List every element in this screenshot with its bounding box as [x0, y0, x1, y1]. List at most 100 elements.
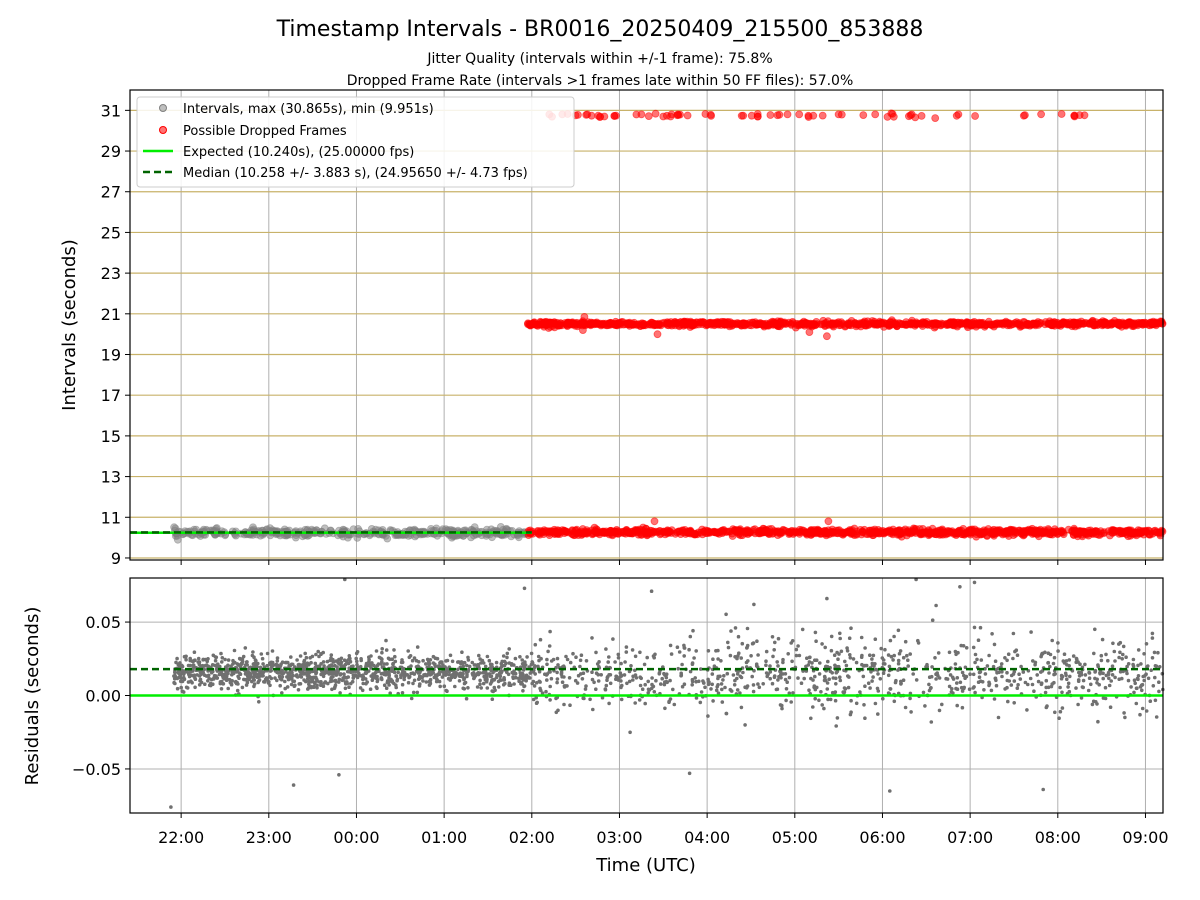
residual-point — [449, 675, 454, 680]
residual-point — [1142, 678, 1146, 683]
dropped-frame-point — [1048, 530, 1057, 539]
residual-point — [908, 696, 912, 701]
residual-point — [217, 672, 222, 676]
residual-point — [294, 673, 299, 677]
residual-point — [174, 660, 178, 665]
residual-point — [723, 685, 727, 690]
residual-point — [1014, 648, 1019, 652]
residual-point — [461, 675, 465, 679]
residual-point — [220, 655, 225, 660]
y-tick-label: 9 — [111, 549, 121, 568]
residual-point — [898, 679, 903, 684]
residual-point — [650, 676, 654, 680]
residual-point — [179, 685, 184, 690]
residual-point — [657, 671, 662, 676]
residual-point — [720, 700, 725, 704]
residual-point — [256, 699, 261, 704]
x-tick-label: 06:00 — [859, 828, 905, 847]
residual-point — [429, 672, 434, 676]
residual-point — [452, 684, 457, 689]
residual-point — [314, 670, 318, 674]
residual-point — [394, 674, 399, 678]
residual-point — [593, 687, 598, 691]
dropped-frame-point — [823, 332, 831, 341]
dropped-frame-point — [592, 320, 601, 329]
residual-point — [1005, 658, 1009, 663]
dropped-frame-point — [683, 111, 692, 120]
residual-point — [360, 688, 365, 693]
residual-point — [845, 648, 850, 653]
residual-point — [1035, 673, 1039, 677]
dropped-frame-point — [708, 528, 717, 536]
residual-point — [1066, 685, 1070, 689]
residual-point — [1142, 651, 1146, 656]
y-tick-label: −0.05 — [72, 760, 121, 779]
residual-point — [954, 681, 959, 685]
residual-point — [953, 662, 958, 666]
residual-point — [1056, 649, 1060, 653]
residual-point — [750, 674, 754, 679]
residual-point — [310, 654, 315, 659]
residual-point — [580, 676, 585, 681]
residual-point — [891, 658, 895, 662]
residual-point — [260, 674, 265, 678]
residual-point — [859, 635, 864, 640]
y-tick-label: 21 — [101, 305, 121, 324]
residual-point — [619, 674, 624, 678]
residual-point — [611, 637, 615, 641]
residual-point — [896, 628, 901, 633]
residual-point — [282, 679, 287, 684]
residual-point — [1012, 679, 1017, 683]
residual-point — [1030, 682, 1035, 687]
residual-point — [682, 682, 687, 686]
residual-point — [1150, 636, 1155, 640]
residual-point — [616, 678, 621, 682]
residual-point — [955, 703, 959, 708]
y-tick-label: 11 — [101, 508, 121, 527]
residual-point — [314, 652, 318, 657]
residual-point — [977, 675, 982, 679]
residual-point — [628, 730, 632, 735]
residual-point — [972, 580, 977, 585]
residual-point — [1003, 655, 1007, 660]
residual-point — [740, 641, 745, 646]
residual-point — [879, 646, 883, 651]
residual-point — [973, 690, 977, 695]
dropped-frame-point — [1044, 525, 1053, 533]
residual-point — [719, 682, 724, 686]
legend-box — [136, 96, 575, 188]
residual-point — [263, 677, 268, 682]
residual-point — [768, 664, 772, 668]
residual-point — [688, 634, 693, 639]
dropped-frame-point — [824, 517, 833, 526]
residual-point — [721, 678, 725, 682]
residual-point — [251, 650, 255, 654]
residual-point — [997, 670, 1001, 675]
residual-point — [314, 675, 318, 680]
residual-point — [259, 652, 264, 656]
residual-point — [448, 653, 453, 658]
residual-point — [1104, 652, 1108, 657]
residual-point — [285, 660, 290, 665]
dropped-frame-point — [717, 527, 726, 535]
residual-point — [822, 706, 826, 711]
residual-point — [520, 658, 524, 662]
residual-point — [400, 690, 405, 695]
residual-point — [911, 672, 915, 676]
residual-point — [1021, 670, 1026, 674]
dropped-frame-point — [783, 110, 792, 119]
residual-point — [1154, 664, 1159, 668]
residual-point — [470, 671, 475, 676]
residual-point — [551, 657, 556, 662]
residual-point — [1039, 654, 1043, 659]
residual-point — [955, 675, 960, 680]
residual-point — [953, 649, 958, 654]
residual-point — [886, 673, 891, 678]
residual-point — [619, 697, 624, 702]
dropped-frame-point — [663, 319, 672, 328]
residual-point — [764, 663, 768, 667]
residual-point — [565, 657, 570, 662]
dropped-frame-point — [952, 528, 961, 536]
residual-point — [1056, 641, 1060, 645]
